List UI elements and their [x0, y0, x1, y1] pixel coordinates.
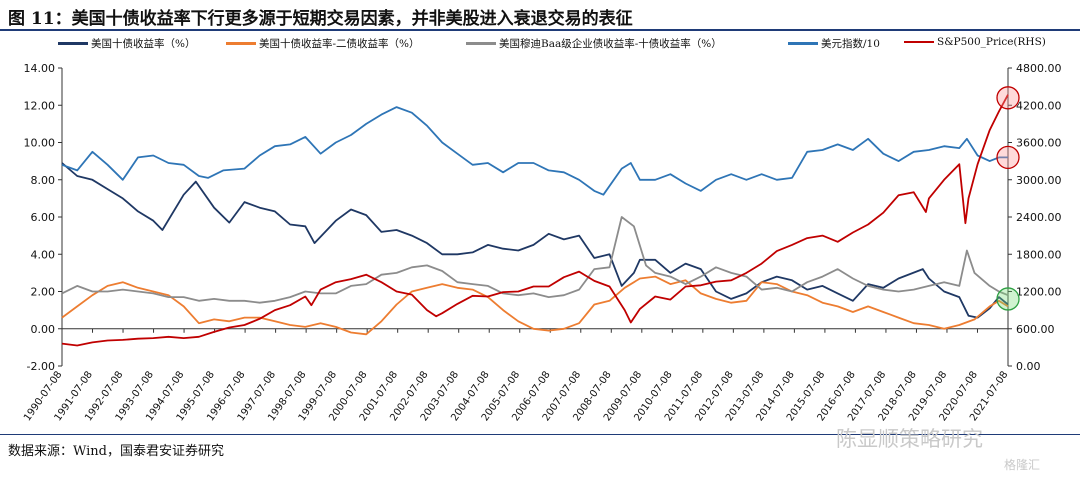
y-right-tick-label: 1200.00: [1016, 286, 1062, 299]
legend-label: 美国十债收益率（%）: [91, 38, 196, 50]
legend-item: 美元指数/10: [788, 36, 880, 51]
series-line-4: [61, 106, 1008, 196]
legend-swatch: [226, 42, 256, 45]
y-right-tick-label: 4800.00: [1016, 62, 1062, 75]
legend-item: S&P500_Price(RHS): [904, 36, 1046, 48]
title-bar: 图 11：美国十债收益率下行更多源于短期交易因素，并非美股进入衰退交易的表征: [0, 0, 1080, 31]
y-right-tick-label: 4200.00: [1016, 99, 1062, 112]
y-right-tick-label: 3000.00: [1016, 174, 1062, 187]
series-line-2: [61, 275, 1009, 336]
y-left-tick-label: 8.00: [31, 174, 56, 187]
y-right-tick-label: 3600.00: [1016, 137, 1062, 150]
legend-swatch: [466, 42, 496, 45]
footer-divider: [0, 434, 1080, 435]
series-line-3: [61, 216, 1009, 304]
y-left-tick-label: 6.00: [31, 211, 56, 224]
legend-swatch: [58, 42, 88, 45]
y-left-tick-label: 4.00: [31, 248, 56, 261]
y-right-tick-label: 0.00: [1016, 360, 1041, 373]
title-divider: [0, 29, 1080, 31]
watermark-secondary: 格隆汇: [1004, 458, 1041, 472]
y-right-tick-label: 1800.00: [1016, 248, 1062, 261]
highlight-circle-2: [996, 145, 1020, 170]
series-line-1: [61, 162, 1009, 319]
page-title: 图 11：美国十债收益率下行更多源于短期交易因素，并非美股进入衰退交易的表征: [8, 9, 633, 29]
legend-label: 美国十债收益率-二债收益率（%）: [259, 38, 420, 50]
legend-label: S&P500_Price(RHS): [937, 36, 1046, 48]
y-left-tick-label: 12.00: [24, 99, 56, 112]
legend-swatch: [904, 40, 934, 44]
legend-label: 美元指数/10: [821, 38, 880, 50]
y-left-tick-label: 10.00: [24, 137, 56, 150]
legend-item: 美国穆迪Baa级企业债收益率-十债收益率（%）: [466, 36, 722, 51]
line-chart: -2.00 0.00 2.00 4.00 6.00 8.00 10.00 12.00 14.00…: [22, 62, 1062, 423]
legend-item: 美国十债收益率-二债收益率（%）: [226, 36, 420, 51]
y-left-tick-label: -2.00: [27, 360, 55, 373]
highlight-circle-1: [996, 86, 1020, 110]
y-left-tick-label: 2.00: [31, 286, 56, 299]
legend-item: 美国十债收益率（%）: [58, 36, 195, 51]
y-right-tick-label: 600.00: [1016, 323, 1055, 336]
series-line-5: [61, 94, 1009, 347]
highlight-circle-3: [996, 287, 1020, 311]
legend-swatch: [788, 42, 818, 45]
watermark-primary: 陈显顺策略研究: [836, 427, 983, 451]
y-right-tick-label: 2400.00: [1016, 211, 1062, 224]
y-left-tick-label: 14.00: [24, 62, 56, 75]
source-note: 数据来源：Wind，国泰君安证券研究: [8, 444, 224, 459]
y-left-tick-label: 0.00: [31, 323, 56, 336]
legend-label: 美国穆迪Baa级企业债收益率-十债收益率（%）: [499, 38, 722, 50]
